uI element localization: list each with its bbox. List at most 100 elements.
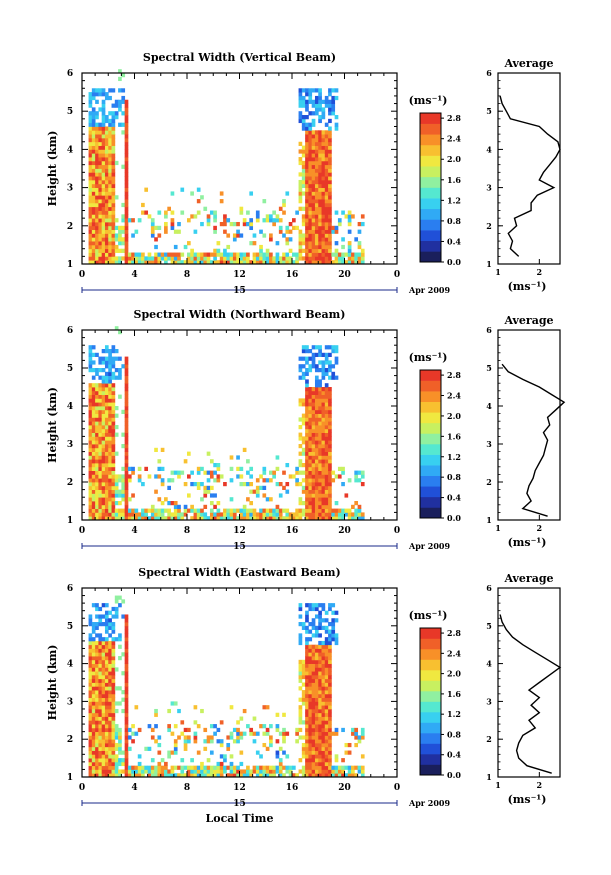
heatmap-cell: [183, 504, 188, 509]
heatmap-cell: [360, 252, 365, 257]
heatmap-cell: [229, 221, 234, 227]
heatmap-cell: [124, 137, 129, 143]
heatmap-cell: [308, 364, 313, 369]
heatmap-cell: [321, 485, 326, 490]
heatmap-cell: [305, 256, 309, 261]
heatmap-cell: [91, 229, 96, 234]
colorbar-swatch: [420, 230, 441, 242]
heatmap-cell: [124, 153, 129, 158]
heatmap-cell: [154, 447, 158, 452]
heatmap-cell: [308, 686, 313, 691]
colorbar: (ms⁻¹)0.00.40.81.21.62.02.42.8: [409, 351, 462, 523]
x-tick-label: 20: [338, 783, 351, 793]
heatmap-cell: [314, 229, 319, 234]
heatmap-cell: [147, 474, 152, 479]
heatmap-cell: [223, 765, 227, 770]
heatmap-cell: [108, 758, 112, 763]
heatmap-cell: [98, 693, 103, 699]
heatmap-cell: [305, 199, 309, 204]
heatmap-cell: [104, 206, 109, 211]
colorbar-swatch: [420, 144, 441, 156]
heatmap-cell: [314, 485, 319, 490]
heatmap-cell: [314, 237, 319, 242]
heatmap-cell: [173, 256, 178, 261]
heatmap-cell: [95, 697, 99, 702]
heatmap-cell: [311, 421, 316, 426]
heatmap-cell: [311, 659, 316, 664]
heatmap-cell: [305, 652, 309, 657]
heatmap-cell: [321, 652, 326, 657]
heatmap-cell: [226, 260, 231, 265]
heatmap-cell: [114, 260, 119, 265]
heatmap-cell: [226, 742, 231, 748]
heatmap-cell: [187, 256, 191, 261]
heatmap-cell: [305, 214, 309, 219]
heatmap-cell: [203, 470, 208, 475]
heatmap-cell: [301, 356, 306, 361]
colorbar-swatch: [420, 166, 441, 178]
heatmap-cell: [236, 735, 240, 740]
heatmap-cell: [262, 769, 267, 774]
heatmap-cell: [141, 512, 145, 517]
heatmap-cell: [305, 244, 309, 250]
heatmap-cell: [226, 244, 231, 250]
heatmap-cell: [314, 697, 319, 702]
x-tick-label: 4: [131, 783, 137, 793]
heatmap-cell: [265, 731, 270, 736]
heatmap-cell: [190, 765, 194, 770]
heatmap-cell: [209, 508, 214, 513]
heatmap-cell: [95, 428, 99, 433]
heatmap-cell: [314, 644, 319, 649]
heatmap-cell: [124, 375, 129, 380]
heatmap-cell: [124, 103, 129, 108]
heatmap-cell: [170, 478, 175, 483]
heatmap-cell: [111, 761, 116, 767]
heatmap-cell: [305, 603, 309, 608]
heatmap-cell: [226, 746, 231, 751]
heatmap-cell: [301, 371, 306, 376]
heatmap-cell: [308, 671, 313, 676]
heatmap-cell: [104, 406, 109, 411]
heatmap-cell: [91, 394, 96, 399]
heatmap-cell: [334, 512, 339, 517]
heatmap-cell: [239, 750, 244, 755]
heatmap-cell: [88, 686, 93, 691]
heatmap-cell: [236, 516, 240, 521]
heatmap-cell: [98, 256, 103, 261]
heatmap-cell: [95, 466, 99, 471]
heatmap-cell: [344, 750, 349, 755]
heatmap-cell: [98, 356, 103, 361]
heatmap-cell: [150, 225, 155, 231]
heatmap-cell: [101, 758, 106, 763]
heatmap-cell: [314, 157, 319, 162]
heatmap-cell: [308, 720, 313, 725]
heatmap-cell: [272, 256, 276, 261]
heatmap-cell: [360, 769, 365, 774]
heatmap-cell: [91, 241, 96, 246]
heatmap-cell: [203, 727, 208, 733]
heatmap-cell: [108, 409, 112, 414]
heatmap-cell: [308, 485, 313, 490]
heatmap-cell: [95, 394, 99, 399]
heatmap-cell: [91, 183, 96, 188]
heatmap-cell: [91, 739, 96, 744]
heatmap-cell: [91, 195, 96, 200]
heatmap-cell: [88, 390, 93, 395]
heatmap-cell: [324, 252, 329, 257]
heatmap-cell: [292, 252, 296, 257]
heatmap-cell: [91, 690, 96, 695]
heatmap-cell: [91, 221, 96, 227]
heatmap-cell: [305, 122, 309, 127]
heatmap-cell: [259, 512, 263, 517]
heatmap-cell: [328, 629, 332, 634]
heatmap-cell: [180, 769, 185, 774]
heatmap-cell: [314, 455, 319, 460]
heatmap-cell: [91, 678, 96, 683]
heatmap-cell: [298, 663, 303, 668]
heatmap-cell: [108, 256, 112, 261]
heatmap-cell: [314, 164, 319, 169]
heatmap-cell: [98, 606, 103, 612]
heatmap-cell: [318, 754, 322, 759]
heatmap-cell: [331, 618, 336, 623]
heatmap-cell: [321, 761, 326, 767]
